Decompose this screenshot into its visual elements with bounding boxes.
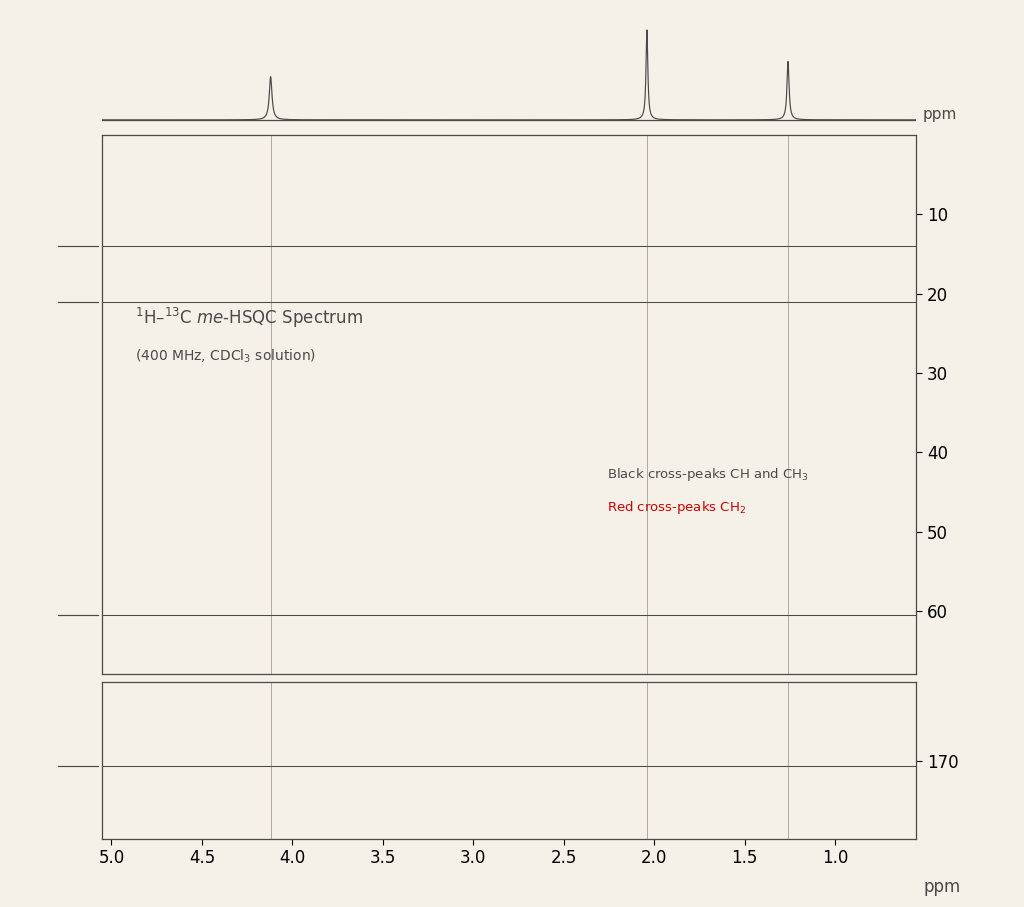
Text: ppm: ppm	[924, 878, 961, 896]
Text: (400 MHz, CDCl$_3$ solution): (400 MHz, CDCl$_3$ solution)	[135, 347, 316, 365]
Text: ppm: ppm	[923, 107, 957, 122]
Text: Black cross-peaks CH and CH$_3$: Black cross-peaks CH and CH$_3$	[607, 466, 809, 483]
Text: Red cross-peaks CH$_2$: Red cross-peaks CH$_2$	[607, 499, 746, 516]
Text: $^{1}$H–$^{13}$C $\it{me}$-HSQC Spectrum: $^{1}$H–$^{13}$C $\it{me}$-HSQC Spectrum	[135, 307, 362, 330]
